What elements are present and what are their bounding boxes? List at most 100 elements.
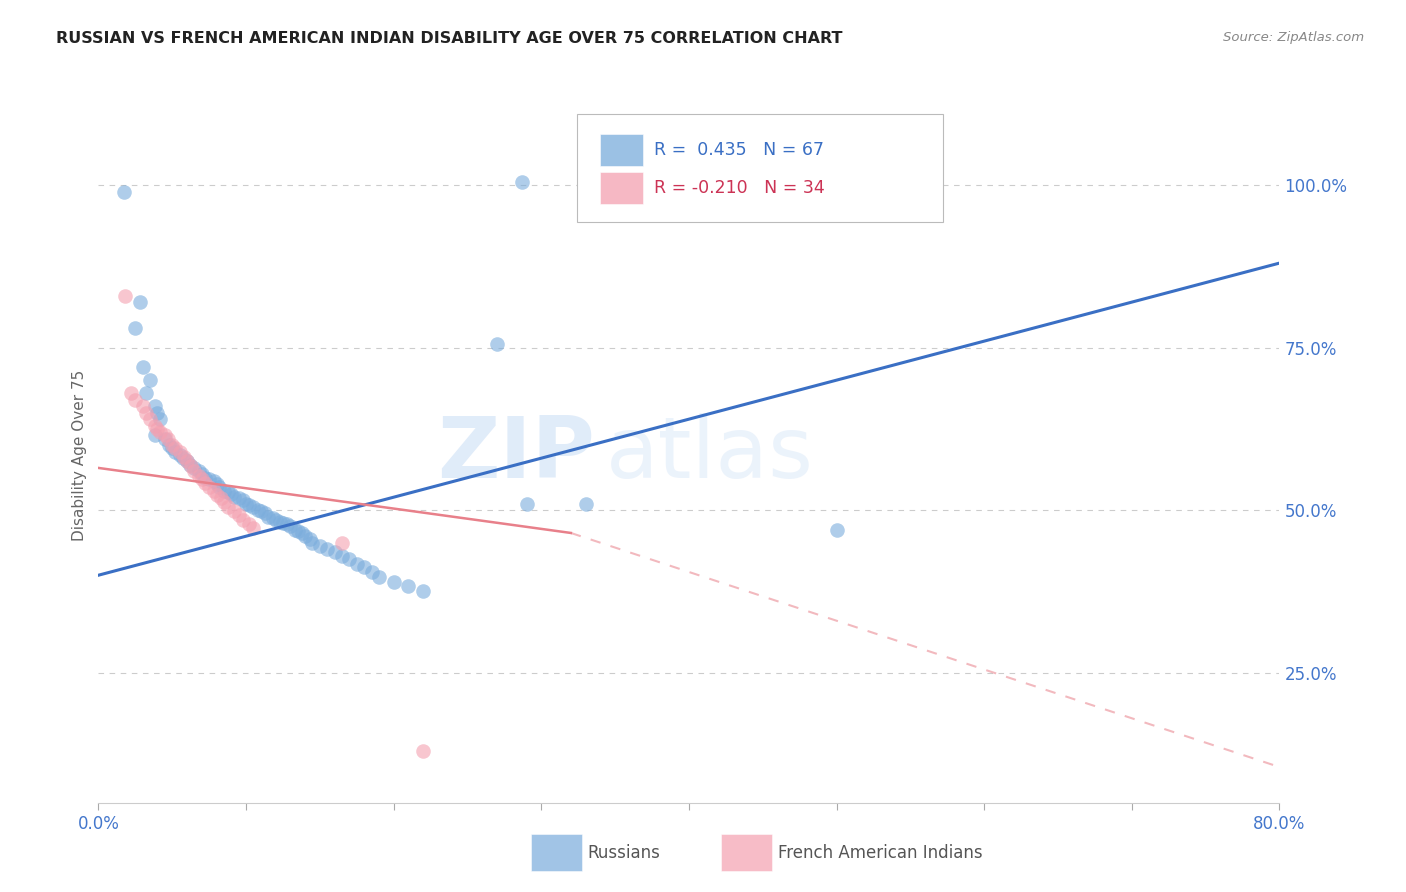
FancyBboxPatch shape (600, 134, 643, 166)
Point (284, 523, 307, 537)
Point (143, 399, 166, 413)
Point (346, 557, 368, 571)
Point (187, 464, 209, 478)
Point (187, 468, 209, 483)
Point (180, 458, 202, 473)
Point (162, 442, 183, 456)
Point (209, 491, 232, 506)
Point (176, 454, 198, 468)
Point (330, 535, 353, 549)
Point (179, 458, 201, 472)
Point (132, 399, 155, 413)
Text: ZIP: ZIP (437, 413, 595, 497)
Point (162, 438, 183, 452)
Point (191, 467, 214, 482)
Point (173, 450, 195, 464)
Point (316, 542, 339, 557)
Point (165, 442, 187, 456)
Point (264, 513, 287, 527)
Point (169, 444, 191, 458)
Point (156, 432, 179, 446)
Point (360, 565, 382, 579)
Point (128, 295, 150, 310)
Point (339, 552, 360, 566)
Point (825, 523, 848, 537)
Text: R = -0.210   N = 34: R = -0.210 N = 34 (654, 178, 824, 197)
Point (208, 480, 231, 494)
Point (238, 517, 260, 532)
Point (301, 535, 323, 549)
Point (212, 483, 235, 498)
Text: Russians: Russians (588, 844, 661, 862)
Point (235, 497, 257, 511)
Text: Source: ZipAtlas.com: Source: ZipAtlas.com (1223, 31, 1364, 45)
Point (262, 511, 284, 525)
Point (149, 412, 172, 426)
Point (217, 485, 239, 500)
Point (153, 428, 176, 442)
Point (217, 500, 239, 514)
Point (146, 422, 169, 436)
Text: atlas: atlas (606, 413, 814, 497)
Point (157, 438, 180, 452)
Point (149, 425, 172, 439)
Point (202, 474, 225, 488)
Point (368, 569, 391, 583)
Point (224, 490, 246, 504)
Point (219, 487, 242, 501)
Point (396, 579, 419, 593)
Point (278, 519, 302, 533)
Point (176, 454, 198, 468)
Point (132, 360, 155, 375)
Point (194, 471, 217, 485)
Point (183, 464, 205, 478)
Point (246, 503, 269, 517)
Point (191, 472, 214, 486)
Point (238, 498, 260, 512)
Point (330, 549, 353, 563)
Point (515, 497, 537, 511)
Text: RUSSIAN VS FRENCH AMERICAN INDIAN DISABILITY AGE OVER 75 CORRELATION CHART: RUSSIAN VS FRENCH AMERICAN INDIAN DISABI… (56, 31, 842, 46)
Point (287, 524, 309, 538)
Point (165, 444, 187, 458)
Point (298, 533, 321, 547)
Point (257, 509, 280, 524)
Point (124, 321, 146, 335)
Point (276, 517, 298, 532)
Point (242, 521, 264, 535)
Y-axis label: Disability Age Over 75: Disability Age Over 75 (72, 369, 87, 541)
FancyBboxPatch shape (576, 114, 943, 222)
Point (120, 386, 142, 401)
Point (169, 448, 191, 462)
Point (486, 337, 509, 351)
Point (269, 515, 291, 529)
Point (146, 406, 169, 420)
Point (202, 483, 225, 498)
Point (205, 477, 228, 491)
Point (294, 529, 316, 543)
Point (172, 451, 194, 466)
Point (271, 516, 294, 531)
Point (194, 475, 217, 490)
Point (254, 507, 277, 521)
Point (412, 744, 434, 758)
Point (382, 574, 405, 589)
Point (574, 497, 596, 511)
Point (510, 175, 533, 189)
Point (412, 584, 434, 599)
Point (153, 432, 176, 446)
Point (135, 386, 157, 401)
Point (353, 560, 375, 574)
Point (212, 495, 235, 509)
Text: R =  0.435   N = 67: R = 0.435 N = 67 (654, 141, 824, 159)
Point (112, 185, 135, 199)
Point (114, 288, 136, 302)
Point (232, 493, 254, 508)
Point (143, 418, 166, 433)
Point (198, 472, 221, 486)
Point (198, 480, 221, 494)
Point (143, 428, 166, 442)
Point (232, 513, 254, 527)
Point (309, 539, 332, 553)
Point (183, 461, 205, 475)
